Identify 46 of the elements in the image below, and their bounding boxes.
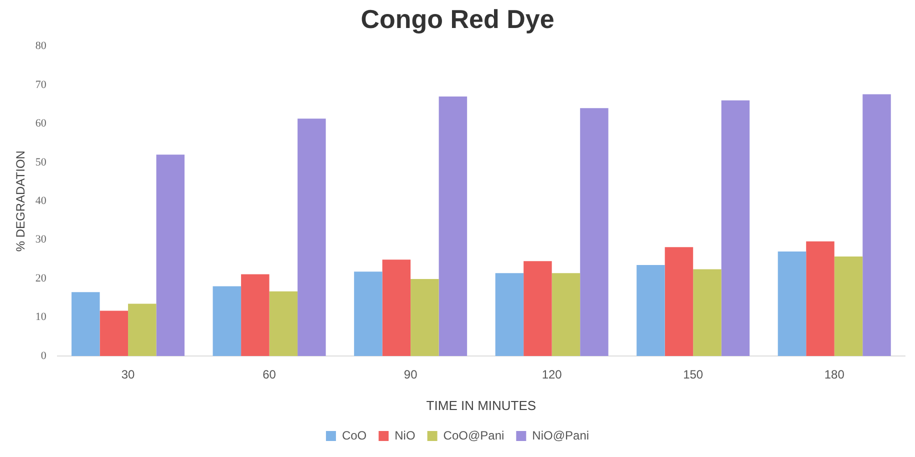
bar	[241, 274, 270, 356]
bar	[806, 241, 834, 356]
legend-label: CoO@Pani	[443, 428, 504, 442]
bar	[524, 261, 552, 356]
bar	[495, 273, 524, 356]
bar	[382, 260, 411, 356]
legend-label: NiO@Pani	[532, 428, 590, 442]
bar	[552, 273, 580, 356]
bar	[410, 278, 439, 356]
bar	[298, 118, 326, 356]
bar	[636, 264, 665, 356]
y-tick-label: 30	[35, 234, 47, 246]
x-tick-label: 90	[404, 368, 418, 382]
bar	[212, 286, 242, 356]
bar	[664, 247, 694, 356]
x-tick-label: 180	[824, 368, 845, 382]
bar	[128, 304, 156, 356]
bar	[580, 108, 608, 356]
x-axis-title: TIME IN MINUTES	[426, 398, 536, 413]
bar	[862, 94, 891, 356]
bar	[354, 272, 382, 356]
legend-label: NiO	[394, 428, 416, 442]
bar	[834, 256, 863, 356]
y-axis-title: % DEGRADATION	[14, 150, 28, 252]
y-tick-label: 0	[40, 350, 47, 362]
bar	[100, 310, 128, 356]
bar	[778, 251, 806, 356]
y-tick-label: 50	[35, 156, 47, 168]
x-tick-label: 60	[262, 368, 276, 382]
bar	[72, 292, 100, 356]
x-tick-label: 120	[542, 368, 562, 382]
y-tick-label: 40	[35, 194, 47, 207]
bar	[438, 96, 468, 356]
chart-title: Congo Red Dye	[360, 4, 554, 34]
bar	[156, 154, 185, 356]
y-tick-label: 10	[35, 311, 47, 324]
legend-label: CoO	[342, 428, 367, 442]
y-tick-label: 80	[35, 40, 47, 52]
x-tick-label: 30	[121, 368, 136, 382]
bar	[269, 291, 298, 356]
y-tick-label: 70	[35, 78, 47, 91]
bar	[693, 269, 722, 356]
bar	[721, 100, 750, 356]
x-tick-label: 150	[683, 368, 704, 382]
y-tick-label: 60	[35, 118, 47, 130]
y-tick-label: 20	[35, 272, 47, 284]
